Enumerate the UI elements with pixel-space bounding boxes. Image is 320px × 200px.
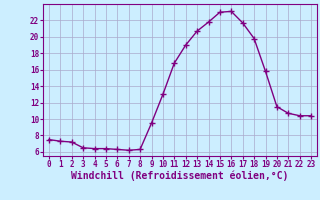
X-axis label: Windchill (Refroidissement éolien,°C): Windchill (Refroidissement éolien,°C) [71, 171, 289, 181]
